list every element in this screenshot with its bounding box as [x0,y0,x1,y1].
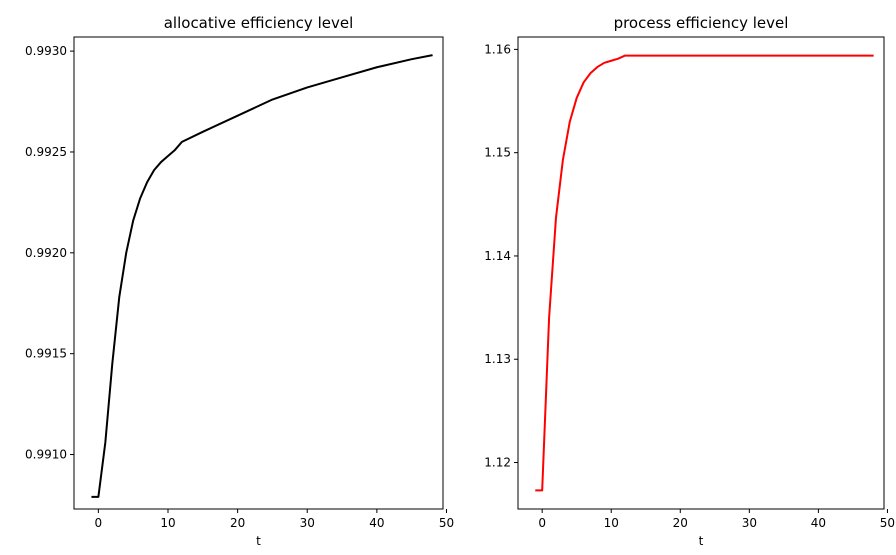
x-axis-label: t [699,534,704,548]
plot-frame [517,36,885,510]
x-tick-label: 0 [95,516,103,530]
x-tick-label: 30 [300,516,315,530]
x-tick-label: 50 [439,516,454,530]
y-tick-label: 1.15 [484,146,511,160]
y-tick-label: 0.9930 [25,44,67,58]
x-tick-label: 0 [538,516,546,530]
x-tick-label: 30 [742,516,757,530]
x-axis-label: t [256,534,261,548]
x-tick-label: 10 [160,516,175,530]
series-line-0 [91,54,433,498]
x-tick-label: 20 [230,516,245,530]
x-tick-label: 40 [369,516,384,530]
y-tick-label: 0.9915 [25,347,67,361]
x-tick-label: 40 [811,516,826,530]
allocative-efficiency-chart: 0 10 20 30 40 50 0.9910 0.9915 0.9920 0.9925 0.993… [25,14,454,548]
plot-frame [73,36,444,510]
series-line-0 [535,54,874,492]
y-tick-label: 0.9920 [25,246,67,260]
y-tick-label: 1.12 [484,456,511,470]
x-tick-label: 50 [880,516,895,530]
x-tick-label: 10 [604,516,619,530]
y-tick-label: 1.14 [484,249,511,263]
chart-title: process efficiency level [614,14,789,32]
chart-title: allocative efficiency level [164,14,354,32]
y-tick-label: 0.9925 [25,145,67,159]
y-tick-label: 1.13 [484,352,511,366]
y-tick-label: 1.16 [484,42,511,56]
x-tick-label: 20 [673,516,688,530]
process-efficiency-chart: 0 10 20 30 40 50 1.12 1.13 1.14 1.15 1.16 process e… [484,14,895,548]
y-tick-label: 0.9910 [25,448,67,462]
